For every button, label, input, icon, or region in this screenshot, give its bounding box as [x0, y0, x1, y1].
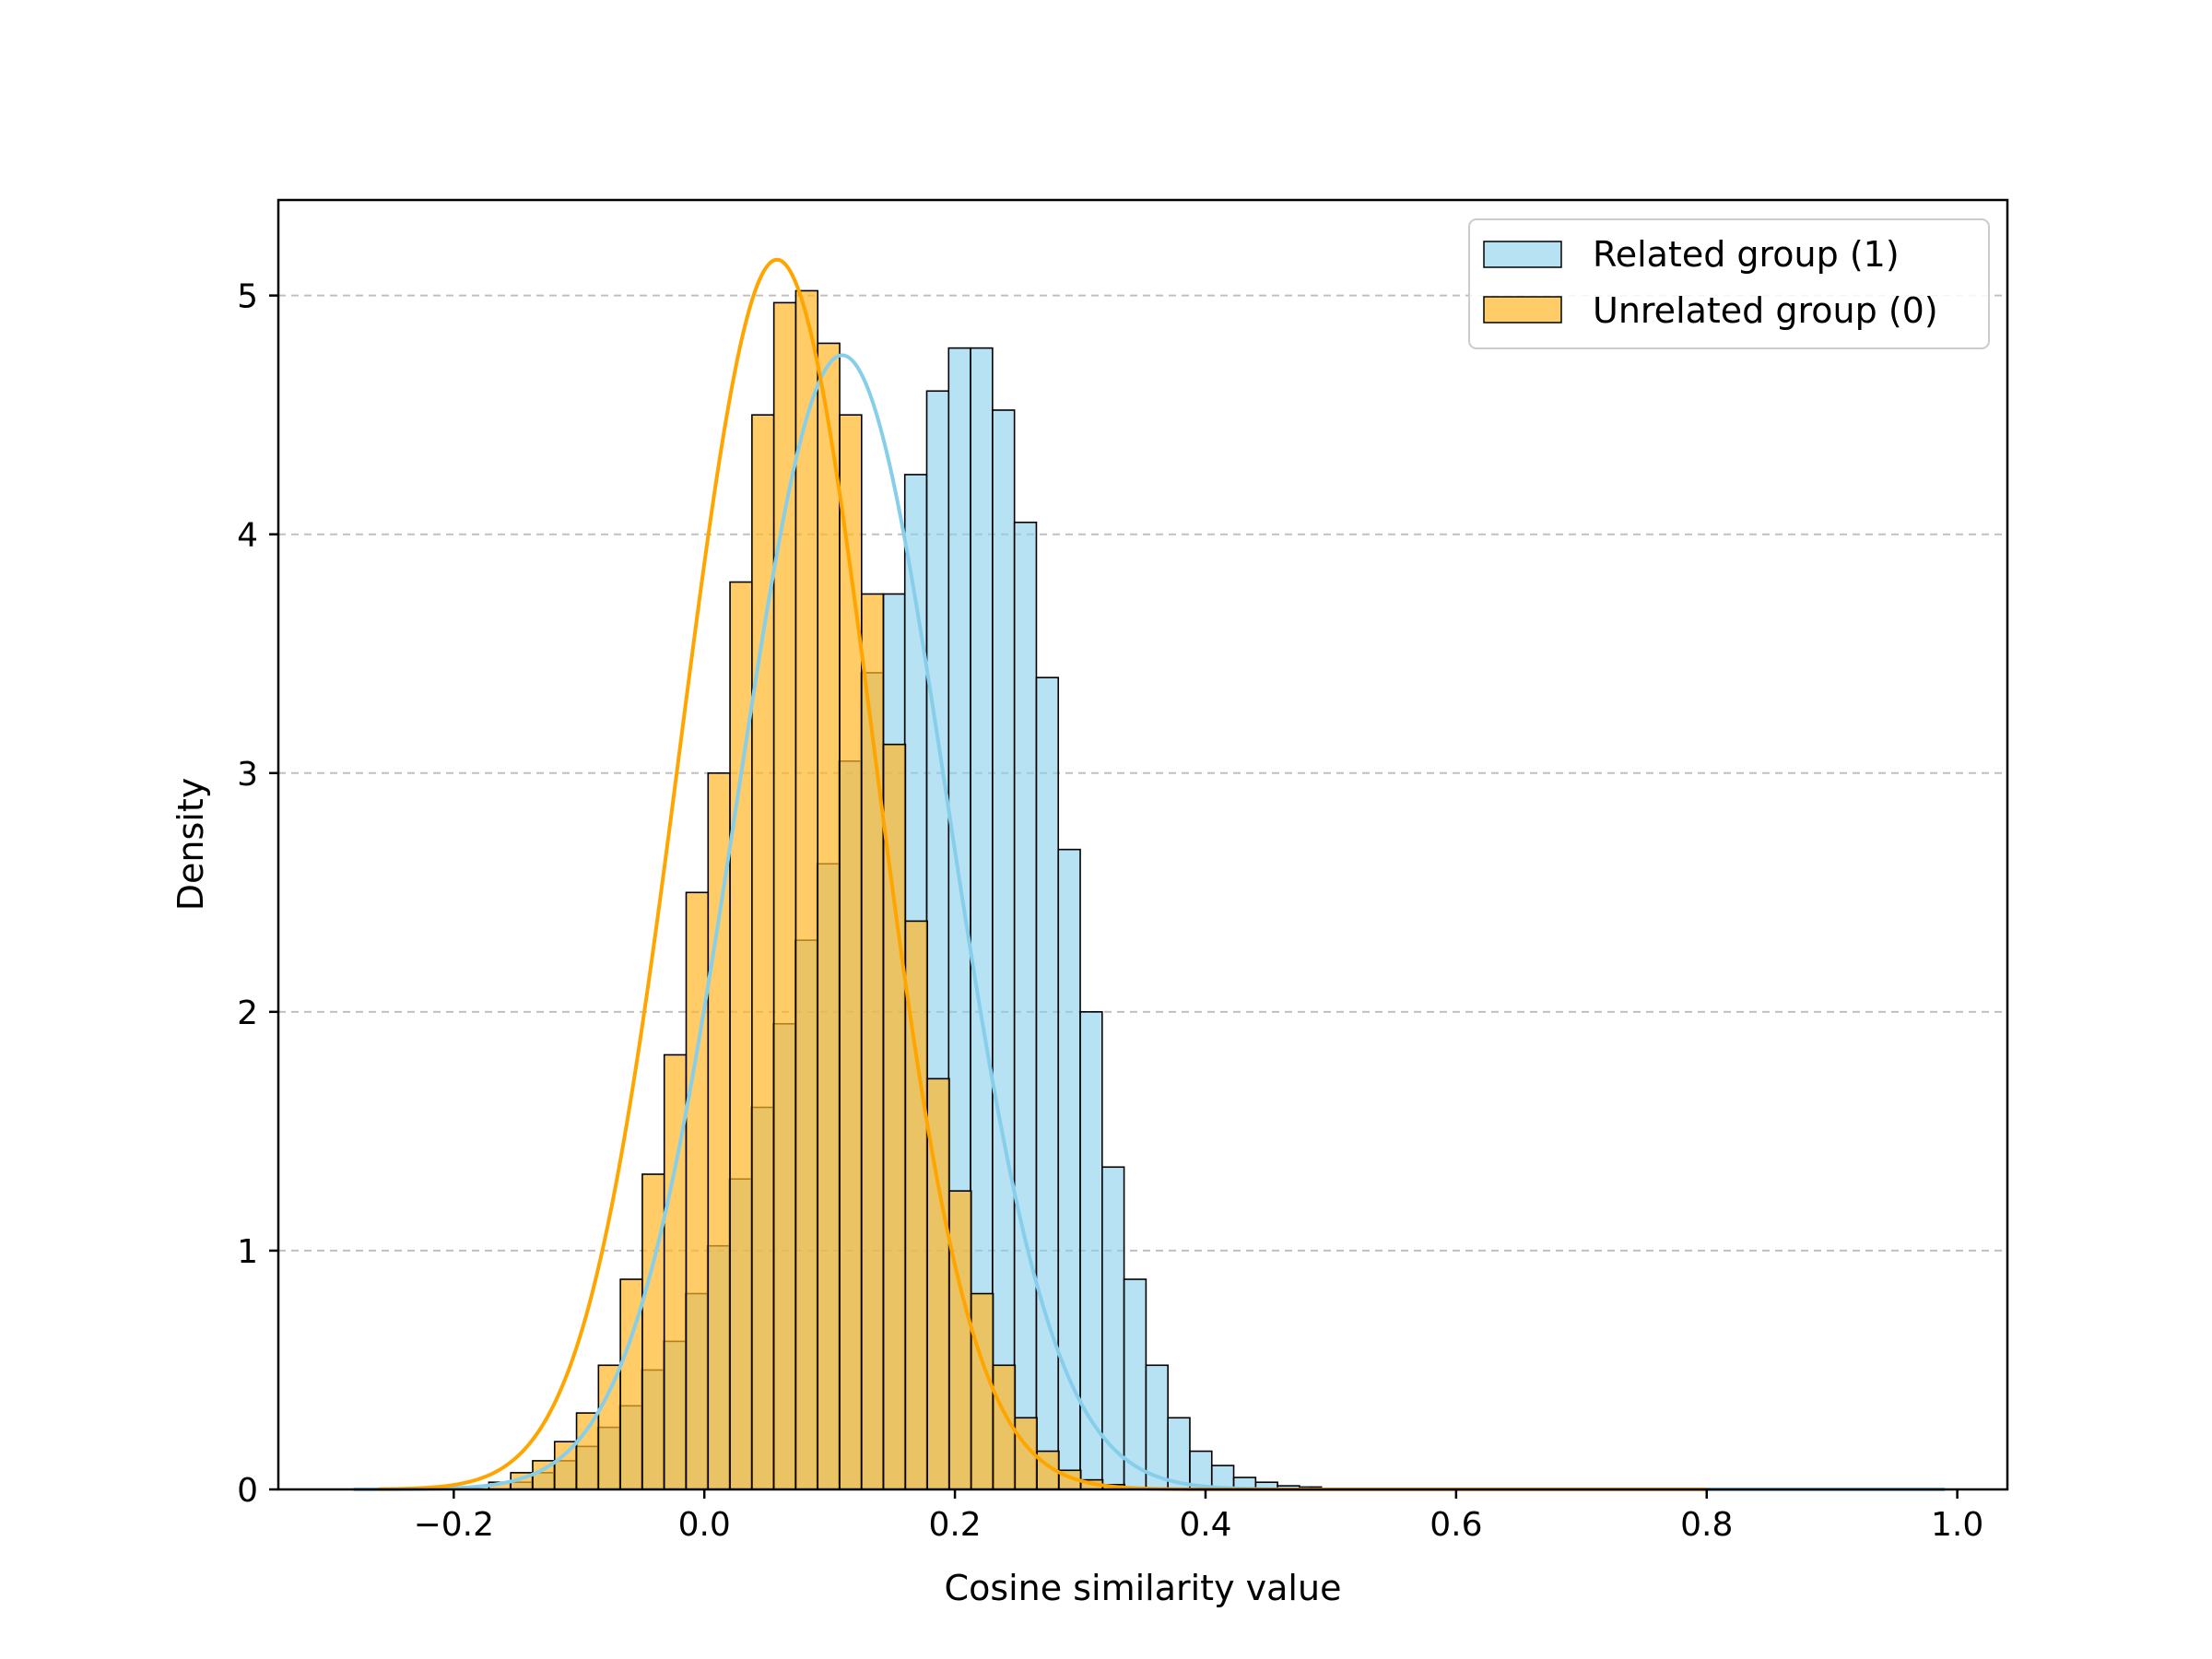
unrelated-bar: [575, 1412, 600, 1490]
legend-label-related: Related group (1): [1593, 234, 1900, 275]
unrelated-bar: [794, 289, 819, 1490]
x-axis-ticks: −0.2 0.0 0.2 0.4 0.6 0.8 1.0: [414, 1489, 1983, 1544]
legend: Related group (1) Unrelated group (0): [1468, 218, 1990, 349]
unrelated-bar: [707, 771, 731, 1490]
y-tick-label: 2: [237, 994, 258, 1032]
related-bar: [1013, 521, 1038, 1490]
legend-swatch-related: [1483, 241, 1562, 268]
x-tick-label: 0.4: [1179, 1506, 1231, 1544]
x-tick-label: 0.8: [1680, 1506, 1733, 1544]
unrelated-bar: [597, 1364, 621, 1490]
x-tick-label: 0.0: [678, 1506, 731, 1544]
unrelated-bar: [553, 1441, 578, 1490]
y-tick-label: 5: [237, 278, 258, 316]
y-axis-label: Density: [171, 778, 211, 911]
y-tick-label: 4: [237, 517, 258, 555]
x-tick-label: 1.0: [1931, 1506, 1983, 1544]
unrelated-bar: [817, 342, 841, 1490]
x-axis-label: Cosine similarity value: [945, 1568, 1342, 1608]
y-tick-label: 0: [237, 1472, 258, 1510]
y-tick-label: 1: [237, 1233, 258, 1271]
unrelated-bar: [948, 1190, 972, 1490]
x-tick-label: 0.6: [1430, 1506, 1482, 1544]
unrelated-bar: [641, 1173, 665, 1490]
unrelated-bars: [488, 289, 1126, 1490]
related-bar: [1035, 677, 1060, 1490]
unrelated-bar: [970, 1292, 994, 1490]
y-grid: [278, 294, 2007, 1252]
legend-swatch-unrelated: [1483, 296, 1562, 324]
related-bar: [1167, 1417, 1191, 1490]
plot-frame: [276, 198, 2009, 1491]
y-tick-label: 3: [237, 756, 258, 794]
related-bar: [1123, 1278, 1147, 1490]
y-axis-ticks: 0 1 2 3 4 5: [237, 278, 278, 1510]
legend-frame: [1468, 218, 1990, 349]
unrelated-bar: [751, 414, 775, 1490]
unrelated-bar: [685, 891, 710, 1490]
x-tick-label: 0.2: [928, 1506, 981, 1544]
related-bar: [992, 409, 1016, 1490]
legend-label-unrelated: Unrelated group (0): [1593, 290, 1938, 331]
related-bar: [1145, 1364, 1169, 1490]
x-tick-label: −0.2: [414, 1506, 494, 1544]
